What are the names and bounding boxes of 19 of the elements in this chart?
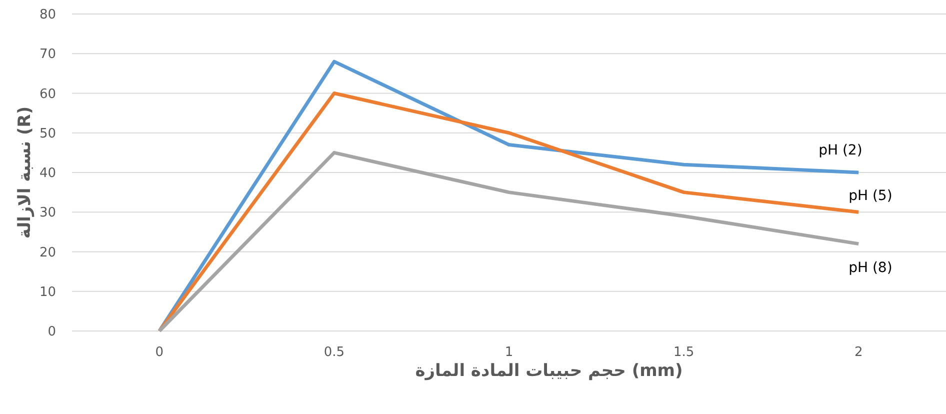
series-label: pH (2) — [818, 142, 862, 158]
y-tick-label: 60 — [39, 86, 56, 102]
y-tick-label: 80 — [39, 8, 56, 23]
series-label: pH (8) — [848, 260, 892, 276]
x-axis-title: حجم حبيبات المادة المازة (mm) — [415, 361, 683, 381]
y-axis-title: نسبة الازالة (R) — [15, 106, 35, 239]
y-tick-label: 40 — [39, 166, 56, 182]
y-tick-label: 30 — [39, 206, 56, 221]
series-label: pH (5) — [848, 188, 892, 204]
y-tick-label: 10 — [39, 284, 56, 300]
y-tick-label: 20 — [39, 245, 56, 260]
y-tick-label: 0 — [48, 324, 56, 340]
x-tick-label: 1.5 — [673, 345, 694, 360]
y-tick-label: 70 — [39, 47, 56, 62]
y-tick-label: 50 — [39, 126, 56, 142]
x-tick-label: 2 — [854, 345, 863, 360]
x-tick-label: 0.5 — [324, 345, 345, 360]
x-tick-label: 0 — [155, 345, 164, 360]
x-tick-label: 1 — [504, 345, 514, 360]
